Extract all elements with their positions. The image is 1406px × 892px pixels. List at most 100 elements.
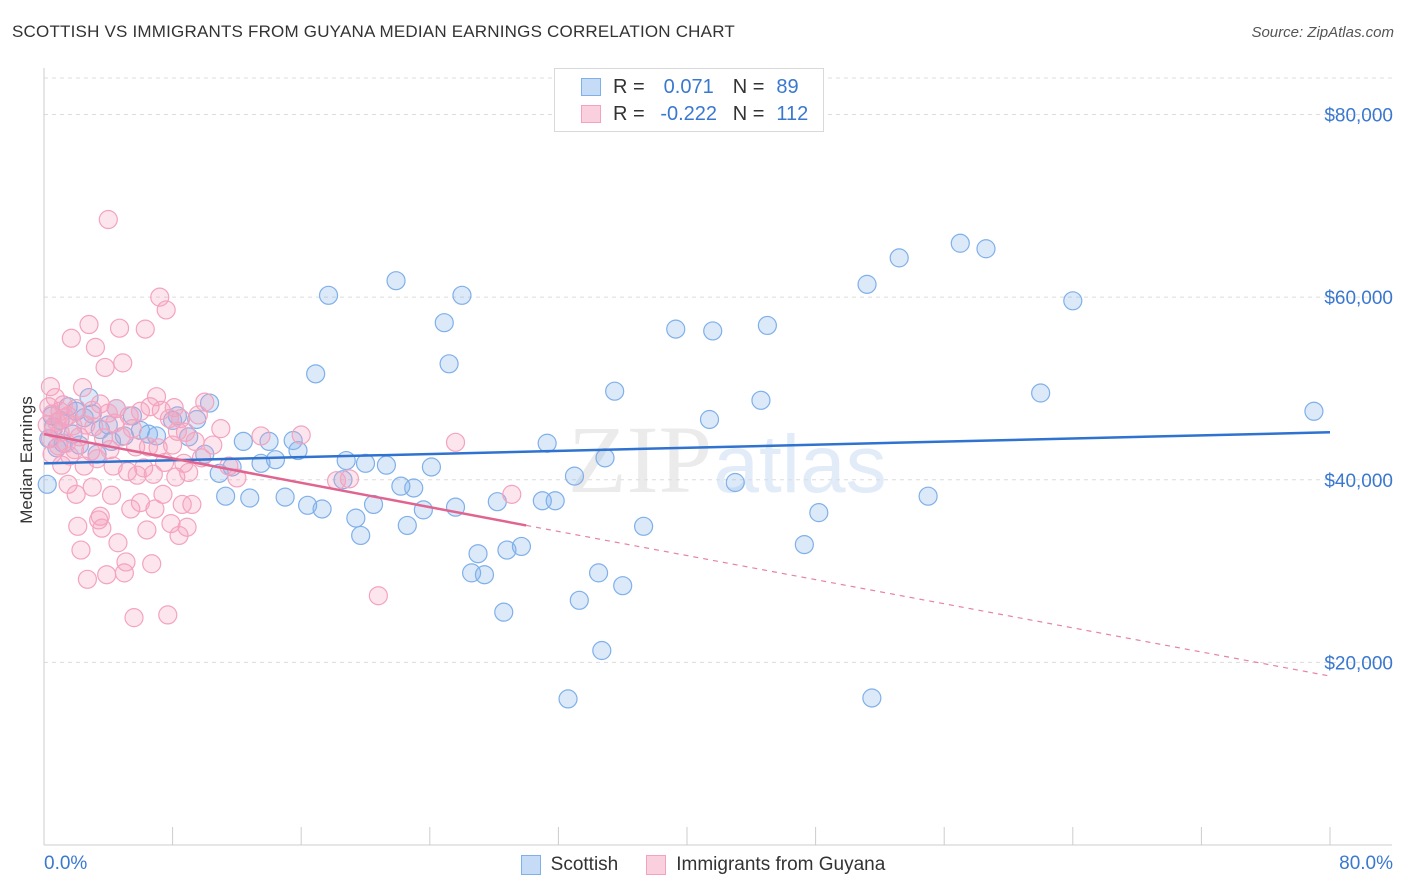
scottish-points (37, 233, 1324, 709)
scottish-point (633, 516, 654, 536)
y-axis-label: Median Earnings (17, 396, 36, 524)
x-tick-label-min: 0.0% (44, 853, 87, 874)
x-tick-label-max: 80.0% (1339, 853, 1393, 874)
guyana-point (130, 401, 151, 421)
scottish-point (558, 689, 578, 709)
scottish-point (474, 565, 495, 585)
watermark-atlas: atlas (713, 419, 886, 510)
scottish-point (862, 688, 882, 708)
guyana-point (79, 314, 99, 335)
guyana-point (127, 465, 147, 485)
scottish-point (537, 433, 557, 453)
y-tick-label: $40,000 (1324, 471, 1393, 492)
scottish-point (889, 248, 909, 268)
legend-r-value: 0.071 (663, 75, 714, 98)
guyana-point (98, 209, 118, 230)
guyana-point (92, 518, 112, 538)
guyana-point (84, 417, 104, 437)
legend-n-label: N = (732, 75, 765, 98)
scottish-point (306, 364, 326, 384)
guyana-point (116, 552, 136, 572)
guyana-point (195, 392, 215, 412)
guyana-point (82, 477, 102, 497)
guyana-point (169, 525, 189, 546)
guyana-point (58, 406, 78, 426)
guyana-point (164, 398, 184, 418)
scottish-point (751, 390, 771, 410)
scottish-point (37, 474, 57, 494)
guyana-trend-line (43, 432, 527, 527)
guyana-point (121, 499, 141, 519)
guyana-point (119, 406, 139, 426)
scottish-point (511, 536, 532, 557)
guyana-point (445, 432, 466, 452)
guyana-point (179, 462, 199, 483)
scottish-trend-line (43, 431, 1331, 465)
guyana-point (138, 437, 159, 457)
scottish-point (918, 486, 938, 506)
axes (43, 68, 1392, 846)
stats-legend: R = 0.071 N = 89 R = -0.222 N = 112 (554, 68, 824, 132)
scottish-point (318, 285, 339, 305)
guyana-point (68, 516, 88, 536)
guyana-point (66, 484, 86, 504)
legend-item-scottish[interactable]: Scottish (520, 854, 619, 876)
legend-n-label: N = (732, 102, 765, 125)
guyana-points (37, 209, 522, 628)
guyana-point (143, 464, 163, 484)
guyana-point (291, 425, 311, 445)
scottish-point (976, 239, 996, 259)
scottish-point (216, 486, 236, 506)
guyana-point (134, 458, 154, 478)
guyana-point (158, 605, 178, 625)
scottish-point (79, 387, 99, 408)
legend-swatch-scottish (520, 855, 541, 875)
scottish-point (298, 495, 318, 515)
guyana-point (227, 468, 247, 488)
guyana-point (109, 318, 130, 338)
scottish-point (809, 503, 829, 523)
legend-label-guyana: Immigrants from Guyana (676, 854, 886, 875)
guyana-point (85, 337, 106, 357)
legend-row-guyana: R = -0.222 N = 112 (581, 102, 808, 126)
guyana-point (124, 608, 144, 628)
legend-swatch-scottish (581, 78, 601, 96)
guyana-point (122, 419, 143, 439)
scottish-point (312, 499, 332, 519)
guyana-point (185, 431, 205, 452)
scottish-point (265, 450, 286, 470)
guyana-point (153, 484, 173, 504)
tick-labels: $20,000 $40,000 $60,000 $80,000 0.0% 80.0% (44, 106, 1393, 874)
scottish-point (452, 285, 472, 305)
guyana-point (97, 565, 117, 585)
scottish-point (494, 602, 514, 622)
guyana-point (95, 357, 115, 378)
legend-swatch-guyana (581, 105, 601, 123)
scottish-point (468, 544, 488, 564)
legend-row-scottish: R = 0.071 N = 89 (581, 75, 799, 99)
guyana-point (137, 520, 157, 540)
scottish-point (355, 453, 376, 473)
scottish-point (592, 640, 612, 661)
watermark-zip: ZIP (568, 406, 712, 513)
legend-r-label: R = (613, 75, 645, 98)
legend-label-scottish: Scottish (550, 854, 619, 875)
guyana-point (156, 300, 176, 320)
guyana-point (72, 377, 93, 398)
scottish-point (288, 440, 308, 461)
legend-item-guyana[interactable]: Immigrants from Guyana (646, 854, 885, 876)
scottish-point (497, 540, 517, 560)
guyana-point (61, 328, 81, 348)
source-label: Source: ZipAtlas.com (1251, 24, 1394, 41)
guyana-point (211, 419, 231, 439)
guyana-point (71, 540, 91, 560)
legend-r-label: R = (613, 102, 645, 125)
scottish-point (346, 508, 366, 528)
scottish-point (1304, 401, 1324, 421)
guyana-point (145, 499, 165, 519)
scottish-point (240, 488, 260, 508)
guyana-point (101, 485, 122, 505)
guyana-point (142, 554, 162, 574)
guyana-point (182, 494, 202, 515)
